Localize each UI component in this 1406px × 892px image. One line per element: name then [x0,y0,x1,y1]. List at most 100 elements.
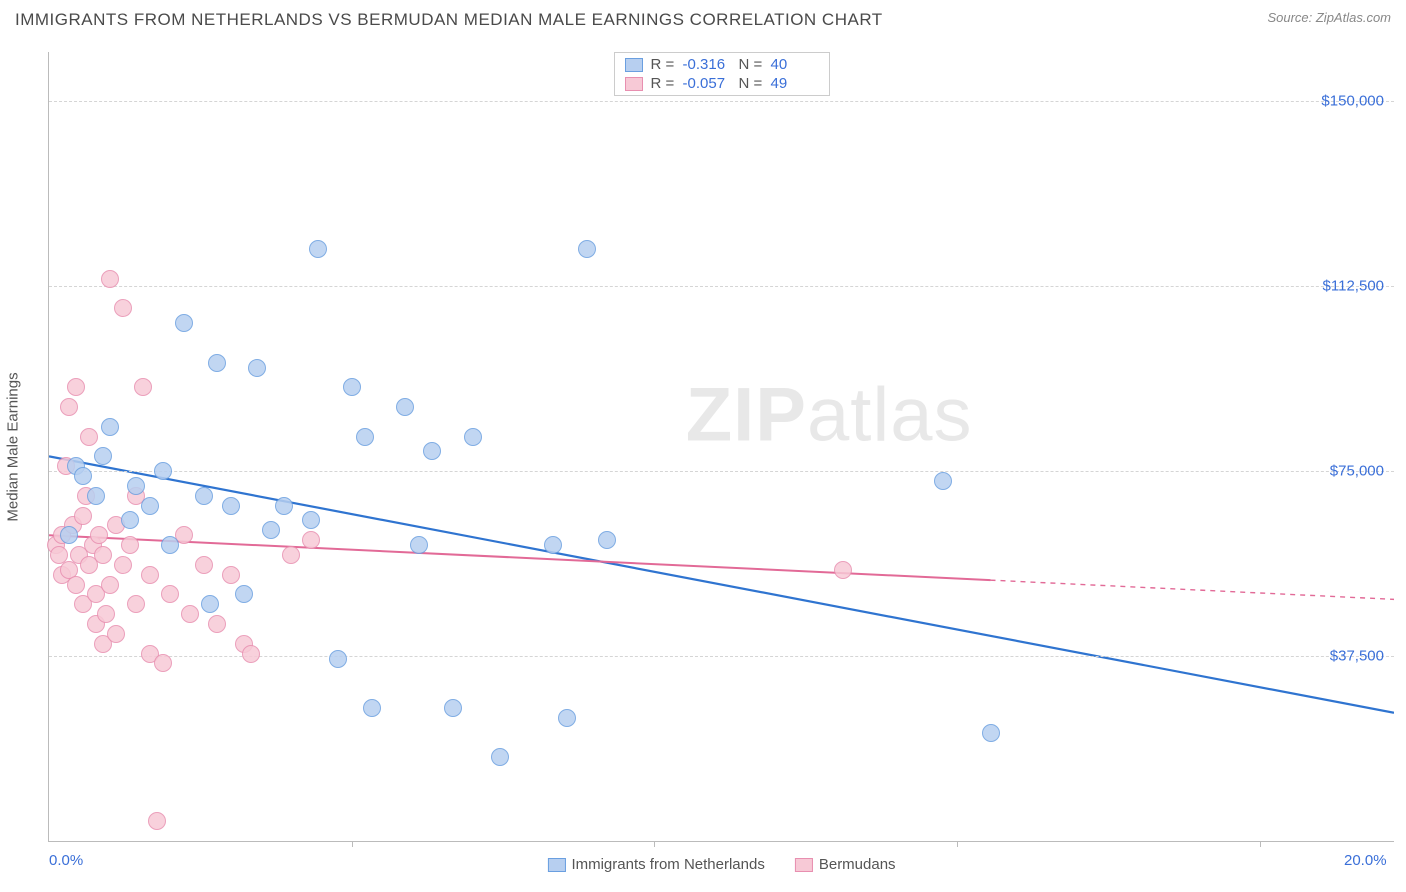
chart-area: Median Male Earnings ZIPatlas R =-0.316N… [48,52,1394,842]
n-label: N = [739,56,763,73]
scatter-point [80,428,98,446]
scatter-point [127,595,145,613]
scatter-point [208,615,226,633]
scatter-point [396,398,414,416]
scatter-point [121,536,139,554]
scatter-point [982,724,1000,742]
scatter-point [343,378,361,396]
scatter-point [74,467,92,485]
x-tick-label: 20.0% [1344,852,1387,869]
scatter-point [598,531,616,549]
chart-title: IMMIGRANTS FROM NETHERLANDS VS BERMUDAN … [15,10,883,30]
scatter-point [201,595,219,613]
r-label: R = [651,75,675,92]
scatter-point [67,378,85,396]
series-legend: Immigrants from NetherlandsBermudans [547,856,895,873]
x-tick-mark [957,841,958,847]
r-value: -0.057 [683,75,731,92]
scatter-point [121,511,139,529]
n-value: 49 [771,75,819,92]
scatter-point [101,418,119,436]
gridline-h [49,471,1394,472]
x-tick-mark [654,841,655,847]
scatter-point [127,477,145,495]
y-tick-label: $112,500 [1323,278,1384,295]
scatter-point [161,585,179,603]
r-label: R = [651,56,675,73]
scatter-point [90,526,108,544]
scatter-point [363,699,381,717]
scatter-point [195,556,213,574]
scatter-point [87,487,105,505]
scatter-point [302,531,320,549]
scatter-point [107,625,125,643]
scatter-point [101,576,119,594]
scatter-point [148,812,166,830]
n-value: 40 [771,56,819,73]
watermark: ZIPatlas [686,371,973,458]
plot-region: ZIPatlas R =-0.316N =40R =-0.057N =49 Im… [48,52,1394,842]
scatter-point [464,428,482,446]
stats-row: R = -0.316 N = 40 [615,55,829,74]
scatter-point [444,699,462,717]
scatter-point [282,546,300,564]
legend-swatch [625,58,643,72]
stats-row: R = -0.057 N = 49 [615,74,829,93]
scatter-point [491,748,509,766]
y-tick-label: $75,000 [1330,463,1384,480]
scatter-point [94,546,112,564]
scatter-point [60,398,78,416]
legend-swatch [625,77,643,91]
scatter-point [181,605,199,623]
scatter-point [309,240,327,258]
legend-swatch [795,858,813,872]
scatter-point [242,645,260,663]
correlation-stats-box: R = -0.316 N = 40 R = -0.057 N = 49 [614,52,830,96]
scatter-point [114,299,132,317]
y-axis-label: Median Male Earnings [5,372,22,521]
scatter-point [208,354,226,372]
y-tick-label: $37,500 [1330,648,1384,665]
scatter-point [235,585,253,603]
r-value: -0.316 [683,56,731,73]
legend-swatch [547,858,565,872]
gridline-h [49,286,1394,287]
scatter-point [423,442,441,460]
n-label: N = [739,75,763,92]
scatter-point [101,270,119,288]
legend-item: Immigrants from Netherlands [547,856,764,873]
scatter-point [410,536,428,554]
scatter-point [154,654,172,672]
scatter-point [275,497,293,515]
scatter-point [141,566,159,584]
scatter-point [60,526,78,544]
x-tick-mark [352,841,353,847]
scatter-point [329,650,347,668]
y-tick-label: $150,000 [1321,93,1384,110]
x-tick-mark [1260,841,1261,847]
scatter-point [558,709,576,727]
scatter-point [141,497,159,515]
scatter-point [175,314,193,332]
scatter-point [262,521,280,539]
trendline-extrapolated [991,580,1395,599]
scatter-point [834,561,852,579]
scatter-point [154,462,172,480]
scatter-point [578,240,596,258]
scatter-point [356,428,374,446]
gridline-h [49,101,1394,102]
scatter-point [134,378,152,396]
scatter-point [94,447,112,465]
scatter-point [302,511,320,529]
source-attribution: Source: ZipAtlas.com [1267,10,1391,25]
trendlines-layer [49,52,1394,841]
x-tick-label: 0.0% [49,852,83,869]
scatter-point [222,497,240,515]
trendline [49,456,1394,712]
scatter-point [67,576,85,594]
scatter-point [74,507,92,525]
scatter-point [114,556,132,574]
scatter-point [544,536,562,554]
scatter-point [195,487,213,505]
scatter-point [97,605,115,623]
